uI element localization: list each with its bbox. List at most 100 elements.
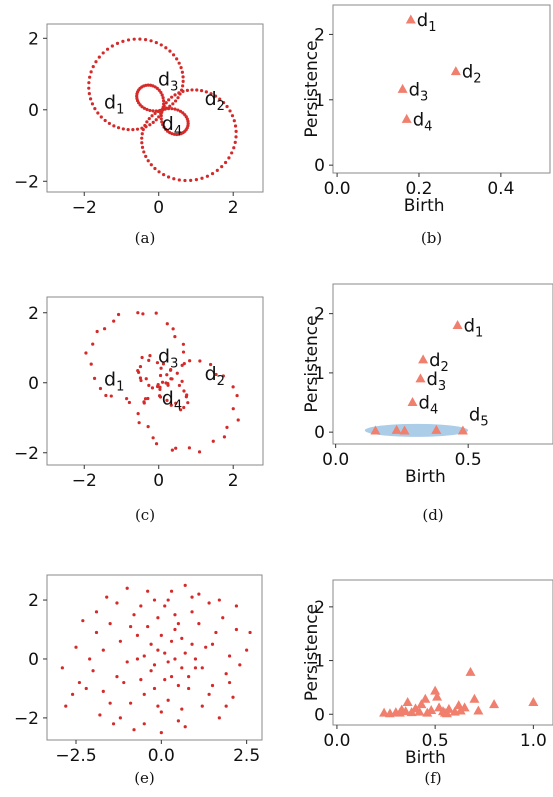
- sample-point: [109, 394, 113, 398]
- sample-point: [181, 350, 186, 354]
- sample-point: [169, 403, 173, 407]
- point-label: d1: [417, 10, 437, 35]
- sample-point: [180, 363, 184, 367]
- y-tick-label: 0: [314, 156, 325, 176]
- sample-point: [142, 654, 146, 658]
- sample-point: [101, 51, 105, 55]
- region-label: d1: [104, 92, 124, 118]
- sample-point: [154, 118, 158, 122]
- panel-caption: (c): [135, 506, 155, 524]
- sample-point: [101, 689, 105, 693]
- sample-point: [150, 114, 154, 118]
- sample-point: [197, 592, 201, 596]
- sample-point: [98, 713, 102, 717]
- sample-point: [105, 47, 110, 51]
- sample-point: [164, 101, 168, 105]
- sample-point: [227, 680, 232, 685]
- highlight-ellipse: [364, 423, 469, 437]
- sample-point: [185, 88, 189, 92]
- point-label: d4: [419, 393, 439, 418]
- sample-point: [205, 174, 209, 178]
- sample-point: [95, 329, 99, 334]
- sample-point: [115, 41, 120, 45]
- diagram-point: [415, 373, 426, 383]
- sample-point: [146, 589, 150, 593]
- sample-point: [217, 716, 221, 720]
- diagram-point: [441, 708, 452, 718]
- y-tick-label: 2: [314, 305, 325, 325]
- sample-point: [238, 663, 242, 667]
- y-axis-label: Persistence: [302, 40, 322, 137]
- sample-point: [121, 39, 125, 43]
- sample-point: [231, 695, 235, 699]
- sample-point: [136, 311, 140, 315]
- sample-point: [88, 97, 93, 101]
- sample-point: [94, 60, 98, 64]
- point-label: d1: [464, 315, 484, 340]
- region-label: d4: [162, 388, 182, 414]
- x-tick-label: 0.2: [405, 179, 432, 199]
- diagram-point: [431, 424, 442, 434]
- sample-point: [211, 439, 215, 443]
- sample-point: [169, 589, 174, 593]
- sample-point: [214, 630, 218, 635]
- x-tick-label: 0: [153, 198, 164, 218]
- sample-point: [121, 127, 125, 131]
- y-tick-label: 2: [28, 304, 39, 324]
- sample-point: [187, 675, 191, 679]
- sample-point: [144, 377, 148, 381]
- axes-frame: [46, 296, 264, 466]
- y-tick-label: 0: [314, 423, 325, 443]
- sample-point: [180, 636, 184, 640]
- sample-point: [163, 107, 167, 111]
- sample-point: [160, 108, 164, 112]
- sample-point: [160, 380, 165, 384]
- sample-point: [157, 170, 161, 174]
- diagram-point: [405, 14, 416, 24]
- sample-point: [146, 624, 150, 629]
- sample-point: [168, 368, 173, 372]
- sample-point: [176, 719, 180, 723]
- sample-point: [223, 160, 228, 165]
- sample-point: [152, 663, 157, 667]
- sample-point: [152, 598, 157, 602]
- sample-point: [170, 377, 174, 381]
- sample-point: [160, 110, 164, 114]
- sample-point: [236, 418, 240, 422]
- x-tick-label: 1.0: [520, 731, 547, 751]
- sample-point: [221, 100, 226, 105]
- y-axis-label: Persistence: [302, 315, 322, 412]
- sample-point: [149, 39, 153, 43]
- sample-point: [204, 90, 208, 94]
- x-tick-label: −2: [72, 471, 97, 491]
- sample-point: [159, 710, 163, 714]
- x-tick-label: 2: [228, 471, 239, 491]
- sample-point: [200, 176, 204, 180]
- sample-point: [172, 132, 176, 136]
- sample-point: [143, 38, 148, 42]
- point-label: d3: [426, 369, 446, 394]
- sample-point: [185, 393, 189, 397]
- axes-frame: [46, 574, 263, 741]
- sample-point: [182, 389, 186, 393]
- x-tick-label: 2.5: [233, 746, 260, 766]
- sample-point: [182, 405, 186, 410]
- sample-point: [181, 75, 185, 79]
- sample-point: [186, 401, 190, 405]
- sample-point: [101, 648, 105, 652]
- sample-point: [92, 376, 97, 380]
- sample-point: [231, 385, 235, 389]
- sample-point: [163, 677, 167, 682]
- sample-point: [228, 109, 232, 113]
- diagram-point: [416, 699, 427, 709]
- sample-point: [91, 342, 95, 346]
- sample-point: [221, 374, 225, 378]
- region-label: d3: [158, 68, 178, 94]
- sample-point: [234, 135, 238, 139]
- sample-point: [146, 159, 150, 163]
- sample-point: [132, 37, 136, 41]
- sample-point: [210, 642, 215, 646]
- sample-point: [175, 371, 179, 375]
- sample-point: [225, 104, 229, 109]
